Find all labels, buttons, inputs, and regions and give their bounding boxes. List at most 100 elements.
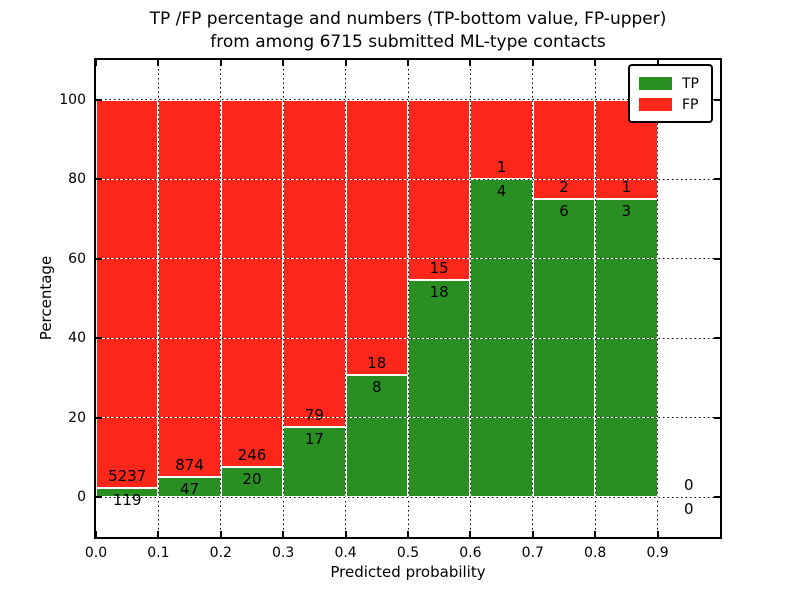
vertical-gridline [532,60,534,537]
fp-bar [158,99,221,477]
legend: TP FP [628,64,713,123]
vertical-gridline [594,60,596,537]
fp-count-label: 1 [621,178,632,197]
y-tick-label: 40 [68,330,86,347]
x-tick-mark [594,531,597,537]
fp-bar [408,99,471,281]
y-tick-mark [714,496,720,499]
fp-count-label: 79 [304,405,324,424]
x-tick-label: 0.7 [521,545,544,561]
y-tick-mark [714,98,720,101]
tp-bar [158,476,221,498]
fp-bar [220,99,284,468]
tp-count-label: 47 [180,479,200,498]
chart-title-line1: TP /FP percentage and numbers (TP-bottom… [149,9,667,29]
y-tick-mark [96,496,102,499]
x-tick-mark [344,60,347,66]
fp-count-label: 0 [684,476,694,495]
x-tick-label: 0.8 [584,545,607,561]
plot-area: 5237 119 874 47 246 20 79 17 18 8 15 18 1 4 2 6 1 3 0 0 [94,58,722,539]
x-tick-mark [95,531,97,537]
y-tick-mark [96,257,102,260]
tp-bar [220,467,284,498]
fp-bar [96,99,159,489]
x-tick-mark [219,60,222,66]
vertical-gridline [469,60,471,537]
tp-bar [595,199,658,498]
fp-count-label: 1 [496,158,507,177]
y-tick-label: 20 [68,409,86,426]
horizontal-gridline [96,417,720,419]
tp-bar [408,280,471,498]
x-tick-mark [157,531,160,537]
fp-count-label: 18 [367,353,387,372]
fp-count-label: 5237 [108,467,147,486]
horizontal-gridline [96,99,720,101]
fp-bar [532,99,596,200]
x-tick-mark [531,531,534,537]
y-tick-mark [96,337,102,340]
x-tick-label: 0.6 [459,545,482,561]
x-tick-mark [469,60,472,66]
x-tick-label: 0.4 [334,545,357,561]
x-tick-mark [656,531,659,537]
x-tick-mark [407,531,409,537]
tp-count-label: 6 [559,202,569,221]
x-axis-label: Predicted probability [330,563,486,581]
y-tick-mark [714,416,720,419]
y-tick-label: 80 [68,171,86,188]
tp-count-label: 0 [684,500,694,519]
fp-count-label: 874 [175,455,204,474]
tp-count-label: 20 [242,470,262,489]
tp-count-label: 8 [372,377,382,396]
y-tick-mark [714,337,720,340]
y-tick-mark [96,178,102,181]
x-tick-mark [407,60,409,66]
tp-count-label: 18 [429,283,449,302]
chart-title-line2: from among 6715 submitted ML-type contac… [210,32,606,52]
fp-swatch-icon [639,98,672,111]
x-tick-label: 0.0 [84,545,108,561]
vertical-gridline [282,60,284,537]
vertical-gridline [407,60,409,537]
y-tick-mark [714,178,720,181]
fp-count-label: 15 [429,259,449,278]
fp-bar [345,99,408,375]
x-tick-label: 0.2 [209,545,232,561]
y-tick-label: 100 [59,91,86,108]
x-tick-mark [282,531,285,537]
x-tick-mark [469,531,472,537]
tp-count-label: 17 [304,429,324,448]
x-tick-mark [531,60,534,66]
tp-count-label: 3 [621,202,632,221]
horizontal-gridline [96,258,720,260]
tp-bar [96,488,159,498]
y-tick-mark [96,416,102,419]
x-tick-mark [95,60,97,66]
tp-bar [532,199,596,498]
vertical-gridline [345,60,347,537]
horizontal-gridline [96,496,720,498]
tp-count-label: 4 [496,182,507,201]
y-tick-label: 60 [68,250,86,267]
legend-label-tp: TP [682,75,699,92]
fp-count-label: 2 [559,178,569,197]
x-tick-mark [344,531,347,537]
horizontal-gridline [96,178,720,180]
horizontal-gridline [96,337,720,339]
vertical-gridline [220,60,222,537]
x-tick-label: 0.3 [272,545,295,561]
x-tick-mark [219,531,222,537]
y-tick-label: 0 [77,489,86,506]
legend-item-fp: FP [639,94,705,115]
tp-bar [283,426,346,498]
tp-count-label: 119 [112,491,142,510]
x-tick-label: 0.9 [646,545,669,561]
x-tick-mark [282,60,285,66]
tp-bar [345,374,408,498]
x-tick-label: 0.5 [396,545,420,561]
fp-bar [283,99,346,427]
y-axis-label: Percentage [37,255,55,341]
x-tick-mark [157,60,160,66]
fp-count-label: 246 [237,446,267,465]
